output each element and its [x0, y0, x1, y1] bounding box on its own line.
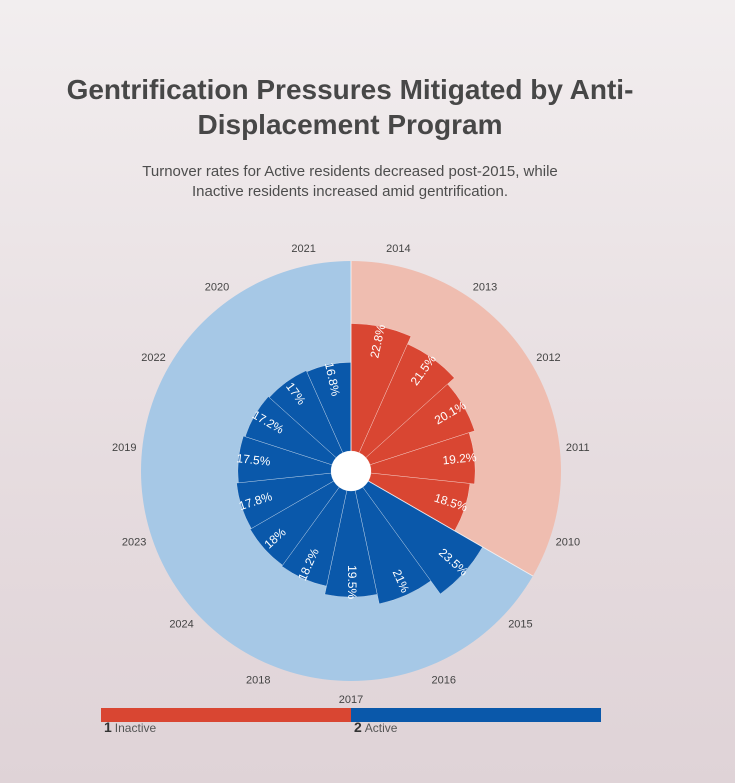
data-label-2019: 17.5% — [236, 451, 272, 469]
data-label-2021: 16.8% — [322, 361, 343, 398]
legend-item-inactive[interactable]: 1 Inactive — [104, 719, 156, 735]
tick-label-2022: 2022 — [141, 352, 165, 364]
tick-label-2014: 2014 — [386, 243, 410, 255]
tick-label-2020: 2020 — [205, 282, 229, 294]
legend-number-inactive: 1 — [104, 719, 112, 735]
tick-label-2023: 2023 — [122, 536, 146, 548]
tick-label-2018: 2018 — [246, 674, 270, 686]
tick-label-2017: 2017 — [339, 694, 363, 706]
center-hole — [331, 451, 371, 491]
legend-label-inactive: Inactive — [114, 721, 157, 735]
data-label-2014: 22.8% — [367, 323, 388, 360]
tick-label-2010: 2010 — [556, 536, 580, 548]
tick-label-2016: 2016 — [431, 674, 455, 686]
tick-label-2015: 2015 — [508, 619, 532, 631]
group-divider-bottom — [350, 470, 534, 577]
tick-label-2024: 2024 — [169, 619, 193, 631]
tick-label-2019: 2019 — [112, 442, 136, 454]
tick-label-2011: 2011 — [566, 442, 590, 454]
chart-subtitle-line-2: Inactive residents increased amid gentri… — [192, 183, 508, 200]
legend-label-active: Active — [364, 721, 398, 735]
legend-bar-inactive[interactable] — [101, 708, 351, 722]
data-label-2017: 19.5% — [345, 565, 359, 599]
chart-title-text: Gentrification Pressures Mitigated by An… — [66, 74, 634, 140]
chart-title: Gentrification Pressures Mitigated by An… — [0, 72, 700, 142]
chart-subtitle: Turnover rates for Active residents decr… — [0, 162, 700, 202]
data-label-2011: 19.2% — [442, 450, 478, 468]
legend-number-active: 2 — [354, 719, 362, 735]
tick-label-2021: 2021 — [291, 243, 315, 255]
tick-label-2013: 2013 — [473, 282, 497, 294]
tick-label-2012: 2012 — [536, 352, 560, 364]
legend-bar-active[interactable] — [351, 708, 601, 722]
legend-item-active[interactable]: 2 Active — [354, 719, 397, 735]
chart-subtitle-line-1: Turnover rates for Active residents decr… — [142, 163, 558, 180]
